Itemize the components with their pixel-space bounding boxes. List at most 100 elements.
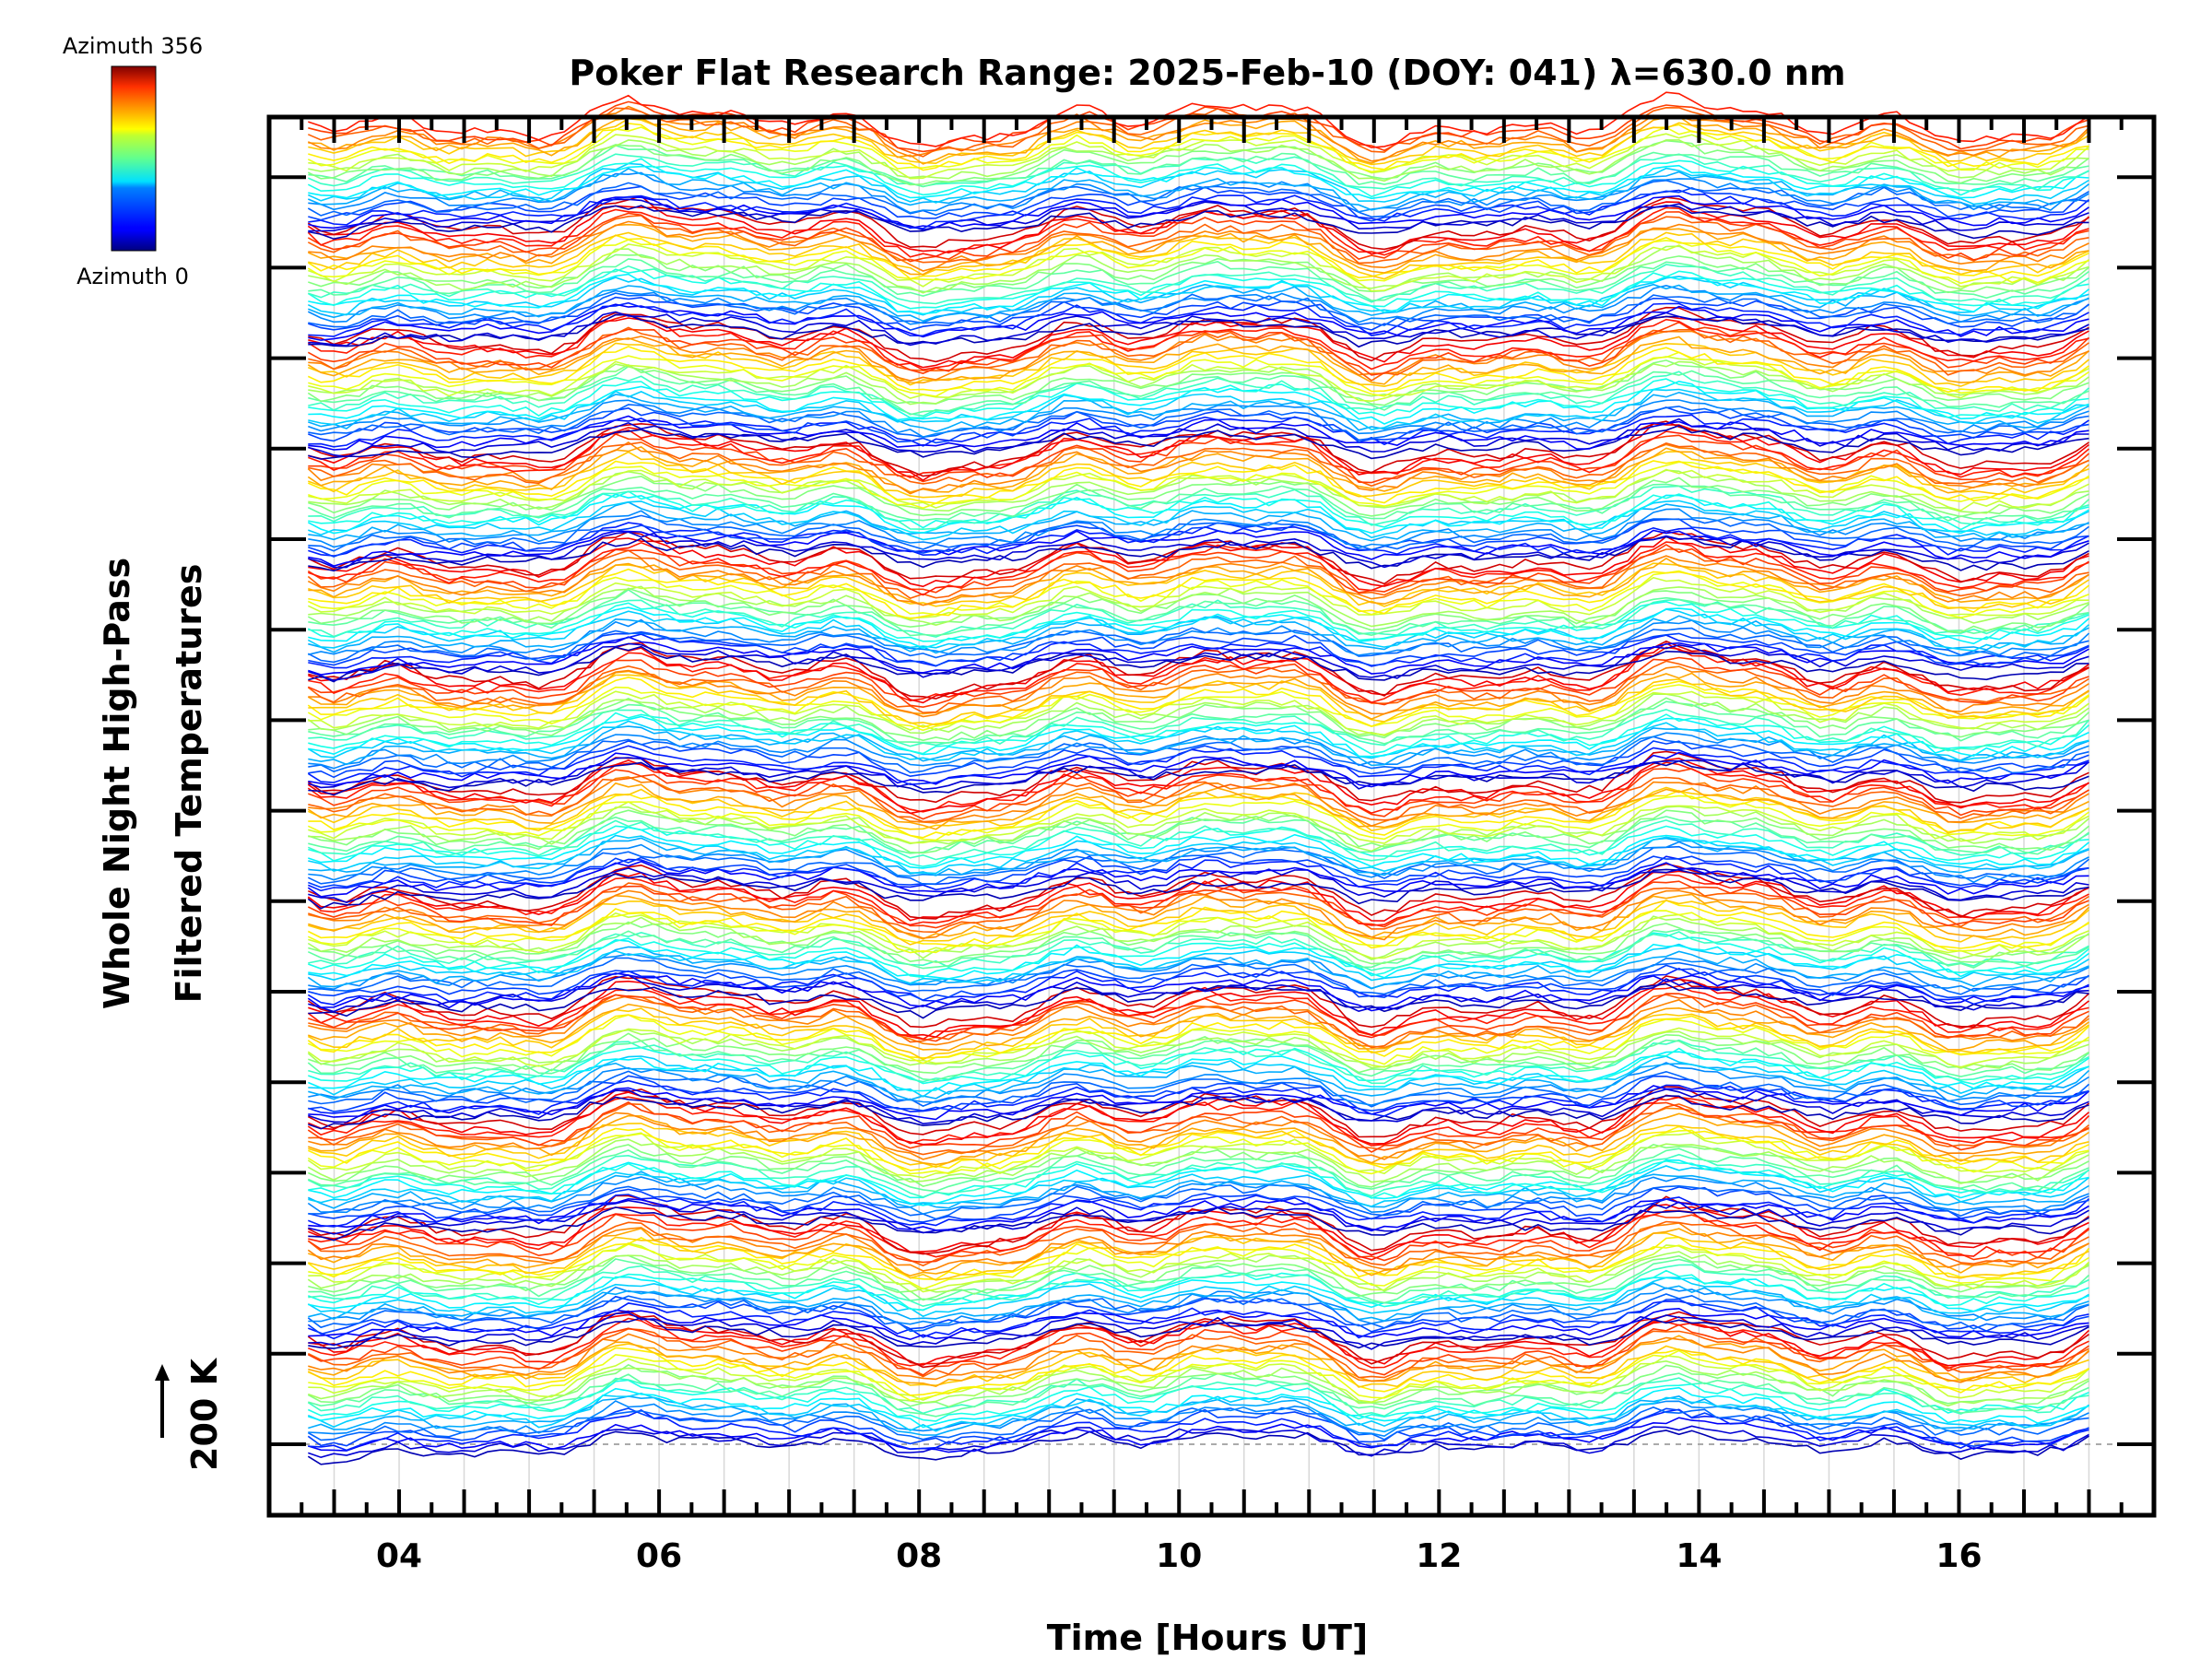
trace-line	[308, 326, 2089, 382]
trace-line	[308, 468, 2089, 512]
trace-line	[307, 786, 2089, 834]
trace-line	[308, 866, 2089, 903]
trace-line	[308, 921, 2089, 965]
trace-line	[308, 1003, 2089, 1052]
trace-line	[308, 1300, 2089, 1340]
trace-line	[308, 806, 2090, 853]
trace-line	[308, 194, 2089, 229]
x-tick-label: 12	[1416, 1537, 1462, 1575]
trace-line	[307, 868, 2089, 910]
x-tick-labels: 04 06 08 10 12 14 16	[376, 1537, 1983, 1575]
trace-line	[308, 1408, 2089, 1452]
trace-line	[308, 145, 2089, 188]
trace-line	[308, 751, 2089, 788]
trace-line	[308, 1159, 2090, 1199]
trace-line	[308, 725, 2089, 767]
y-axis-label-line2: Filtered Temperatures	[169, 564, 209, 1004]
trace-line	[308, 1335, 2090, 1388]
trace-line	[308, 514, 2089, 552]
trace-line	[307, 761, 2089, 815]
trace-line	[308, 1112, 2089, 1166]
scale-indicator: 200 K	[155, 1357, 225, 1471]
trace-line	[308, 957, 2089, 995]
trace-line	[308, 1159, 2089, 1206]
trace-line	[308, 220, 2089, 272]
trace-line	[308, 1095, 2089, 1130]
trace-line	[307, 105, 2090, 162]
trace-line	[308, 882, 2089, 934]
trace-line	[308, 1400, 2089, 1438]
trace-line	[308, 1254, 2089, 1301]
trace-group	[307, 91, 2090, 1465]
trace-line	[308, 100, 2089, 153]
trace-line	[307, 548, 2089, 599]
trace-line	[307, 1220, 2089, 1267]
trace-line	[307, 1129, 2089, 1175]
trace-line	[308, 690, 2089, 736]
trace-line	[308, 418, 2089, 458]
trace-line	[308, 889, 2089, 941]
trace-line	[308, 1062, 2090, 1101]
trace-line	[307, 1029, 2089, 1069]
trace-line	[308, 1107, 2089, 1160]
trace-line	[308, 1359, 2089, 1407]
trace-line	[308, 245, 2089, 294]
trace-line	[308, 834, 2089, 875]
x-axis-label: Time [Hours UT]	[1047, 1618, 1369, 1658]
scale-arrow-head	[155, 1364, 170, 1381]
trace-line	[308, 1194, 2090, 1228]
trace-line	[308, 757, 2090, 791]
trace-line	[308, 171, 2089, 214]
trace-line	[308, 598, 2089, 638]
trace-line	[307, 855, 2089, 892]
trace-line	[308, 1317, 2089, 1370]
trace-line	[308, 189, 2090, 229]
trace-line	[308, 1228, 2089, 1277]
trace-line	[307, 555, 2089, 606]
trace-line	[308, 535, 2089, 588]
trace-line	[307, 1138, 2089, 1184]
trace-line	[308, 535, 2089, 572]
trace-line	[307, 1014, 2090, 1059]
trace-line	[308, 1372, 2089, 1418]
trace-line	[308, 441, 2089, 488]
trace-line	[308, 1307, 2089, 1341]
trace-line	[308, 1199, 2089, 1235]
trace-line	[308, 303, 2089, 341]
trace-line	[307, 874, 2089, 926]
trace-line	[307, 1039, 2090, 1081]
trace-line	[308, 932, 2090, 979]
trace-line	[307, 975, 2090, 1029]
scale-label: 200 K	[184, 1357, 225, 1471]
trace-line	[308, 645, 2089, 683]
trace-line	[308, 296, 2089, 331]
trace-line	[307, 1176, 2089, 1216]
trace-line	[308, 315, 2089, 369]
trace-line	[307, 899, 2089, 949]
trace-line	[307, 967, 2089, 1006]
trace-line	[308, 912, 2089, 959]
trace-line	[307, 915, 2089, 960]
trace-line	[307, 984, 2089, 1041]
trace-line	[308, 640, 2089, 700]
trace-line	[307, 284, 2089, 325]
trace-line	[308, 424, 2089, 460]
trace-line	[308, 974, 2089, 1013]
trace-line	[307, 576, 2089, 619]
trace-line	[308, 406, 2089, 444]
trace-line	[308, 1070, 2090, 1108]
trace-line	[308, 243, 2090, 292]
trace-line	[308, 475, 2089, 518]
trace-line	[308, 461, 2089, 510]
trace-line	[307, 1295, 2089, 1335]
trace-line	[308, 1312, 2089, 1350]
trace-line	[308, 809, 2090, 854]
trace-line	[308, 630, 2089, 667]
colorbar-top-label: Azimuth 356	[63, 33, 203, 59]
trace-line	[308, 283, 2089, 323]
x-tick-label: 04	[376, 1537, 422, 1575]
trace-line	[308, 378, 2089, 419]
trace-line	[307, 1125, 2089, 1171]
trace-line	[308, 117, 2089, 166]
trace-line	[308, 776, 2089, 827]
